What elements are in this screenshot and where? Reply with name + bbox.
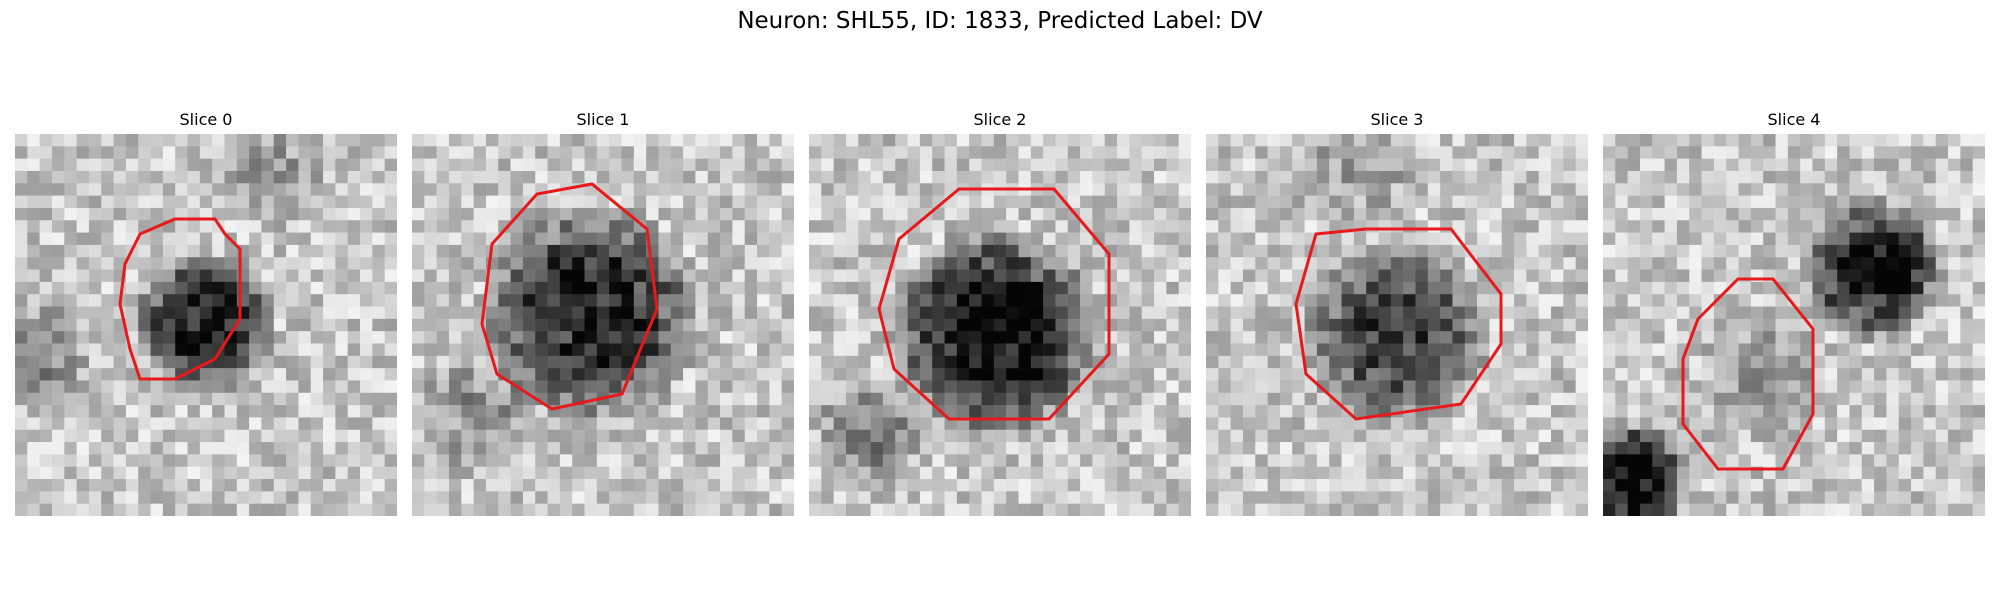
slice-title: Slice 2 [973, 110, 1027, 129]
slice-image [1603, 134, 1985, 516]
slice-title: Slice 4 [1767, 110, 1821, 129]
slice-panel-3: Slice 3 [1206, 110, 1588, 516]
slice-image [1206, 134, 1588, 516]
slice-panel-1: Slice 1 [412, 110, 794, 516]
slice-title: Slice 3 [1370, 110, 1424, 129]
slice-panel-4: Slice 4 [1603, 110, 1985, 516]
slice-image [15, 134, 397, 516]
figure-title: Neuron: SHL55, ID: 1833, Predicted Label… [737, 8, 1263, 34]
slice-image [809, 134, 1191, 516]
slice-panel-0: Slice 0 [15, 110, 397, 516]
slice-title: Slice 0 [179, 110, 233, 129]
cell-contour [1294, 227, 1503, 421]
slice-panel-2: Slice 2 [809, 110, 1191, 516]
slice-title: Slice 1 [576, 110, 630, 129]
cell-contour [480, 182, 659, 411]
cell-contour [118, 217, 242, 381]
cell-contour [877, 187, 1111, 421]
slice-image [412, 134, 794, 516]
cell-contour [1681, 277, 1815, 471]
